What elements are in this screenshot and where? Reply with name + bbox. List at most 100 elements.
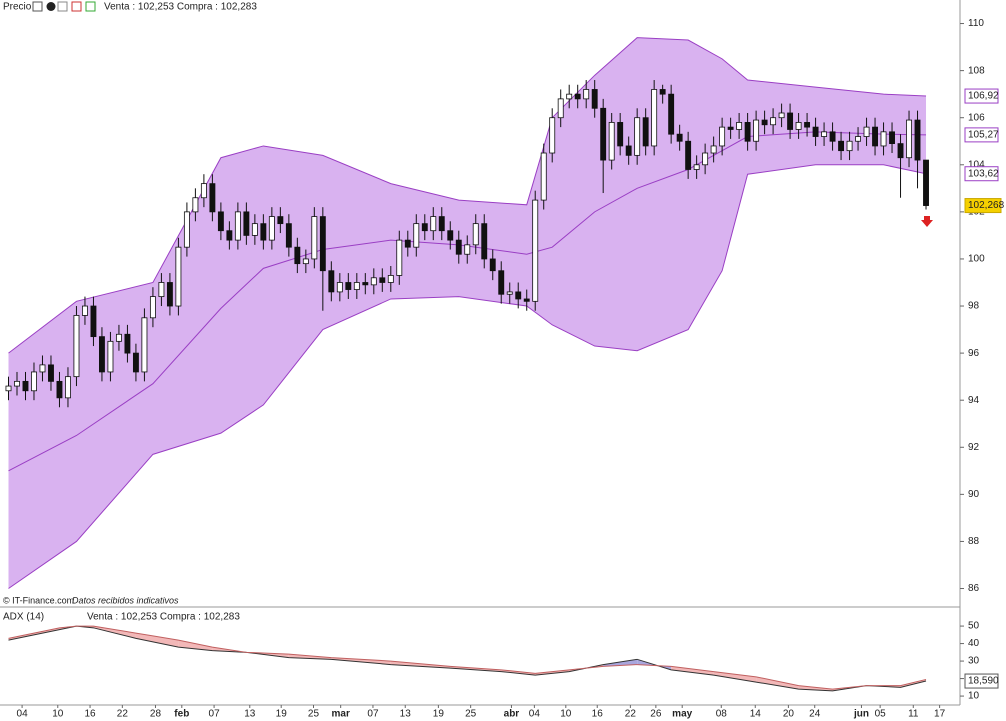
x-tick-label: abr: [504, 709, 520, 720]
candle-body: [31, 371, 37, 392]
candle-body: [260, 223, 267, 241]
x-tick-label: 20: [783, 709, 795, 720]
adx-fill: [756, 676, 799, 690]
candle-body: [583, 89, 590, 100]
candle-body: [107, 340, 114, 373]
candle-body: [183, 211, 190, 248]
candle-body: [243, 211, 250, 236]
candle-body: [370, 277, 377, 286]
x-tick-label: 04: [529, 709, 541, 720]
candle-body: [625, 145, 632, 156]
candle-body: [65, 376, 71, 399]
x-tick-label: 17: [934, 709, 946, 720]
icon[interactable]: [71, 1, 82, 12]
x-tick-label: 28: [150, 709, 162, 720]
icon[interactable]: [85, 1, 96, 12]
candle-body: [226, 230, 233, 241]
x-tick-label: feb: [174, 709, 189, 720]
candle-body: [294, 246, 301, 265]
last-price-label: 102,268: [968, 200, 1005, 211]
band-lower: [8, 164, 927, 589]
candle-body: [515, 291, 522, 300]
x-tick-label: 10: [52, 709, 64, 720]
candle-body: [617, 122, 624, 147]
candle-body: [319, 216, 326, 272]
y-tick-label: 50: [968, 621, 980, 632]
candle-body: [158, 282, 165, 298]
candle-body: [302, 258, 309, 265]
x-tick-label: 22: [625, 709, 637, 720]
x-tick-label: 08: [716, 709, 728, 720]
candle-body: [846, 140, 853, 152]
y-tick-label: 90: [968, 489, 980, 500]
candle-body: [685, 140, 692, 170]
candle-body: [897, 143, 904, 159]
candle-body: [124, 333, 131, 354]
y-tick-label: 94: [968, 395, 980, 406]
adx-fill: [135, 633, 179, 648]
candle-body: [498, 270, 505, 295]
candle-body: [914, 119, 921, 161]
band-label: 105,27: [968, 130, 999, 141]
x-tick-label: 25: [465, 709, 477, 720]
candle-body: [506, 291, 513, 295]
x-tick-label: 19: [276, 709, 288, 720]
y-tick-label: 110: [968, 18, 984, 29]
candle-body: [923, 159, 929, 206]
candle-body: [523, 298, 530, 302]
x-tick-label: 04: [17, 709, 29, 720]
adx-label-box: [964, 673, 999, 689]
candle-body: [812, 126, 819, 137]
candle-body: [693, 164, 700, 170]
x-tick-label: 22: [117, 709, 129, 720]
x-tick-label: 19: [433, 709, 445, 720]
note: Datos recibidos indicativos: [72, 595, 179, 605]
candle-body: [455, 239, 462, 255]
y-tick-label: 108: [968, 65, 985, 76]
candle-body: [285, 223, 292, 248]
candle-body: [98, 336, 105, 373]
x-tick-label: 16: [84, 709, 96, 720]
adx-fill: [671, 666, 714, 676]
main-layer: [5, 80, 929, 692]
adx-title: ADX (14): [3, 612, 44, 623]
candle-body: [413, 223, 420, 248]
candle-body: [489, 258, 496, 272]
x-tick-label: may: [672, 709, 692, 720]
icon[interactable]: [46, 2, 56, 11]
y-tick-label: 86: [968, 583, 980, 594]
candle-body: [702, 152, 709, 166]
x-tick-label: mar: [331, 709, 349, 720]
candle-body: [540, 152, 547, 201]
candle-body: [855, 136, 862, 142]
candle-body: [659, 89, 666, 95]
source: © IT-Finance.com: [3, 595, 74, 605]
candle-body: [727, 126, 734, 130]
candle-body: [82, 305, 88, 316]
x-tick-label: 26: [650, 709, 662, 720]
y-tick-label: 106: [968, 112, 985, 123]
icon[interactable]: [57, 1, 68, 12]
y-tick-label: 98: [968, 301, 980, 312]
candle-body: [387, 275, 394, 283]
candle-body: [761, 119, 768, 126]
candle-body: [438, 216, 445, 232]
band-label-box: [964, 88, 999, 104]
candle-body: [166, 282, 173, 307]
candle-body: [642, 117, 649, 147]
candle-body: [149, 296, 156, 319]
icon[interactable]: [32, 1, 43, 12]
candle-body: [600, 107, 607, 161]
candle-body: [209, 183, 216, 213]
candle-body: [268, 216, 275, 241]
candle-body: [22, 380, 29, 392]
x-tick-label: 25: [308, 709, 320, 720]
x-tick-label: 13: [244, 709, 256, 720]
candle-body: [48, 364, 54, 382]
candle-body: [234, 211, 241, 241]
candle-body: [353, 282, 360, 290]
adx-line: [8, 625, 927, 692]
candle-body: [821, 131, 828, 137]
candle-body: [770, 117, 777, 126]
